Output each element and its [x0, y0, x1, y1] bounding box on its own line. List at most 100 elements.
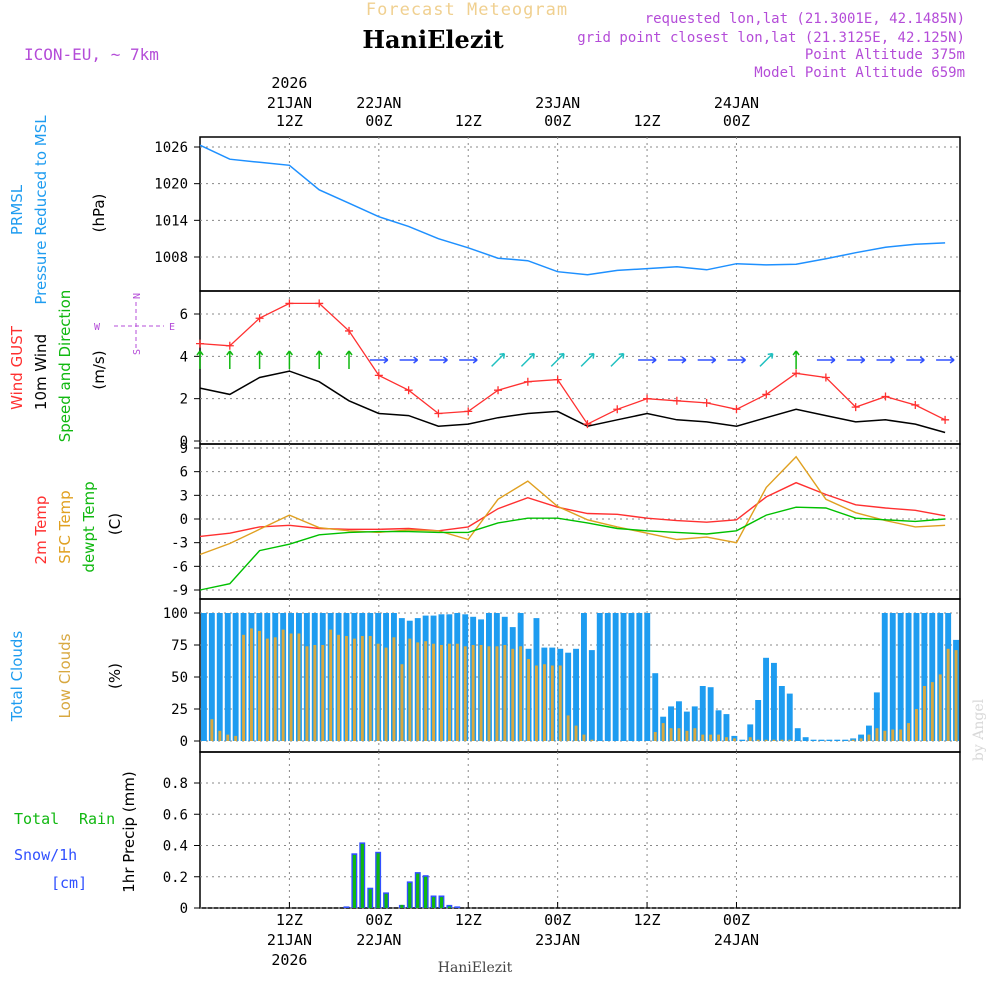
precip-rain-bar: [416, 873, 420, 908]
total-clouds-bar: [905, 613, 912, 741]
arrow-shape: [369, 356, 389, 364]
wind-direction-arrow: [792, 350, 800, 369]
low-clouds-bar: [851, 739, 855, 741]
total-clouds-bar: [652, 673, 659, 741]
precip-rain-bar: [384, 893, 388, 908]
total-clouds-bar: [739, 739, 746, 741]
low-clouds-bar: [210, 719, 214, 741]
low-clouds-bar: [479, 645, 483, 741]
low-clouds-bar: [915, 709, 918, 741]
total-clouds-bar: [573, 648, 579, 741]
low-clouds-bar: [234, 735, 238, 741]
wind-gust-marker: [881, 392, 890, 401]
time-label-bottom: 24JAN: [714, 931, 759, 949]
total-clouds-bar: [588, 650, 595, 741]
pressure-unit: (hPa): [90, 194, 108, 233]
dewpt-line: [199, 506, 946, 591]
total-clouds-bar: [224, 613, 231, 741]
wind-gust-marker: [613, 405, 622, 414]
low-clouds-bar: [543, 664, 546, 741]
arrow-shape: [315, 350, 323, 369]
wind-direction-arrow: [846, 356, 866, 364]
cloud-unit: (%): [106, 663, 124, 689]
precip-total-bar: [343, 906, 350, 908]
low-clouds-bar: [867, 734, 871, 741]
precip-rain-bar: [368, 889, 372, 909]
total-clouds-bar: [810, 739, 817, 741]
pressure-label-1: PRMSL: [8, 184, 26, 235]
wind-gust-marker: [643, 394, 652, 403]
precip-rain-bar: [424, 876, 428, 909]
low-clouds-bar: [693, 728, 697, 741]
time-label-top: 24JAN: [714, 94, 759, 112]
time-label-top: 00Z: [544, 112, 571, 130]
compass-s: S: [132, 349, 143, 355]
model-point-altitude: Model Point Altitude 659m: [754, 65, 965, 81]
temperature-ytick-label: 3: [180, 488, 188, 504]
low-clouds-bar: [709, 734, 713, 741]
wind-gust-marker: [285, 299, 294, 308]
wind-gust-marker: [762, 390, 771, 399]
wind-gust-marker: [464, 407, 473, 416]
wind-direction-arrow: [816, 356, 836, 364]
arrow-shape: [459, 356, 478, 364]
low-clouds-bar: [946, 648, 950, 741]
arrow-shape: [816, 356, 836, 364]
total-clouds-bar: [763, 657, 769, 741]
compass-legend: N S W E: [94, 293, 175, 355]
total-clouds-bar: [620, 613, 627, 741]
time-label-bottom: 22JAN: [356, 931, 401, 949]
wind-gust-marker: [225, 341, 234, 350]
clouds-ytick-label: 25: [171, 702, 188, 718]
wind-unit: (m/s): [90, 350, 108, 389]
panel-frames: [199, 136, 961, 909]
low-clouds-bar: [780, 739, 784, 741]
wind-gust-marker: [404, 386, 413, 395]
precip-rain-bar: [447, 906, 451, 908]
low-clouds-bar: [907, 723, 910, 741]
low-clouds-bar: [574, 725, 578, 741]
wind-direction-arrow: [876, 356, 895, 364]
wind-ytick-label: 4: [180, 349, 188, 365]
wind-gust-line: [199, 302, 946, 425]
arrow-shape: [727, 356, 746, 364]
arrow-shape: [550, 352, 565, 367]
grid-point-coords: grid point closest lon,lat (21.3125E, 42…: [577, 30, 965, 46]
low-clouds-bar: [471, 645, 475, 741]
compass-e: E: [169, 322, 175, 333]
point-altitude: Point Altitude 375m: [805, 47, 965, 63]
total-clouds-bar: [565, 652, 572, 741]
low-clouds-bar: [289, 633, 293, 741]
total-clouds-bar: [208, 613, 215, 741]
time-label-bottom: 00Z: [365, 911, 392, 929]
clouds-ytick-label: 0: [180, 734, 188, 750]
low-clouds-bar: [376, 643, 380, 741]
low-clouds-bar: [392, 637, 396, 741]
total-clouds-bar: [921, 613, 928, 741]
total-clouds-bar: [232, 613, 239, 741]
total-clouds-bar: [691, 706, 698, 741]
pressure-line: [199, 144, 946, 276]
arrow-shape: [226, 350, 234, 369]
wind-gust-marker: [523, 377, 532, 386]
arrow-shape: [906, 356, 925, 364]
precip-frame: [199, 751, 961, 909]
total-clouds-bar: [929, 613, 936, 741]
low-clouds-bar: [550, 665, 554, 741]
precip-ytick-label: 0.4: [163, 839, 188, 855]
t2m-line: [199, 481, 946, 538]
low-clouds-bar: [756, 739, 760, 741]
low-clouds-bar: [440, 645, 443, 741]
precip-rain-bar: [352, 854, 356, 908]
wind-gust-marker: [434, 409, 443, 418]
total-clouds-bar: [581, 613, 587, 741]
wind-gust-marker: [732, 405, 741, 414]
total-clouds-bar: [596, 613, 603, 741]
wind-direction-arrow: [285, 350, 293, 369]
wind-direction-arrow: [520, 352, 535, 367]
low-clouds-bar: [337, 634, 340, 741]
wind-gust-marker: [583, 420, 592, 429]
wind-direction-arrow: [315, 350, 323, 369]
low-clouds-bar: [313, 645, 317, 741]
